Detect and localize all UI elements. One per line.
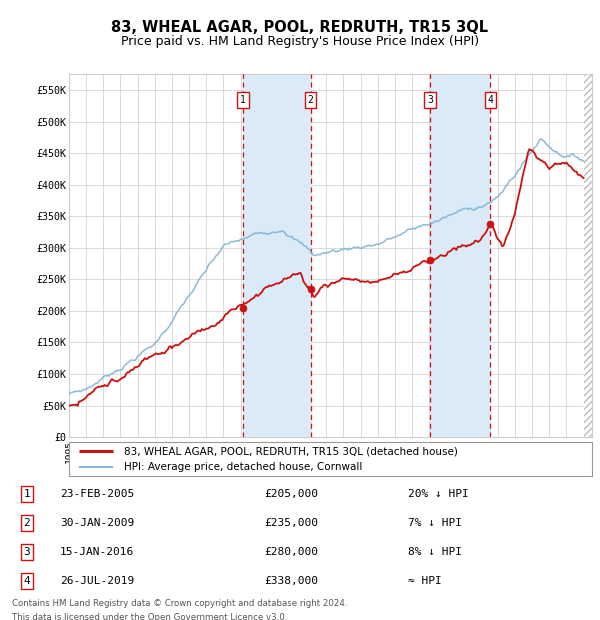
- Text: 4: 4: [23, 576, 31, 587]
- Text: 26-JUL-2019: 26-JUL-2019: [60, 576, 134, 587]
- Text: 1: 1: [240, 95, 246, 105]
- Text: 1: 1: [23, 489, 31, 499]
- Text: £235,000: £235,000: [264, 518, 318, 528]
- Bar: [584, 74, 592, 437]
- Text: 20% ↓ HPI: 20% ↓ HPI: [408, 489, 469, 499]
- Text: Contains HM Land Registry data © Crown copyright and database right 2024.: Contains HM Land Registry data © Crown c…: [12, 599, 347, 608]
- Bar: [243, 74, 311, 437]
- Text: 15-JAN-2016: 15-JAN-2016: [60, 547, 134, 557]
- Text: 4: 4: [488, 95, 493, 105]
- Text: 2: 2: [23, 518, 31, 528]
- Text: 83, WHEAL AGAR, POOL, REDRUTH, TR15 3QL (detached house): 83, WHEAL AGAR, POOL, REDRUTH, TR15 3QL …: [124, 446, 458, 456]
- Text: 30-JAN-2009: 30-JAN-2009: [60, 518, 134, 528]
- Text: HPI: Average price, detached house, Cornwall: HPI: Average price, detached house, Corn…: [124, 462, 362, 472]
- Bar: [430, 74, 490, 437]
- Text: 8% ↓ HPI: 8% ↓ HPI: [408, 547, 462, 557]
- Text: £280,000: £280,000: [264, 547, 318, 557]
- Text: ≈ HPI: ≈ HPI: [408, 576, 442, 587]
- Bar: [584, 74, 592, 437]
- Text: 23-FEB-2005: 23-FEB-2005: [60, 489, 134, 499]
- Text: £338,000: £338,000: [264, 576, 318, 587]
- Text: 3: 3: [427, 95, 433, 105]
- Text: 2: 2: [308, 95, 313, 105]
- Text: 83, WHEAL AGAR, POOL, REDRUTH, TR15 3QL: 83, WHEAL AGAR, POOL, REDRUTH, TR15 3QL: [112, 20, 488, 35]
- Text: This data is licensed under the Open Government Licence v3.0.: This data is licensed under the Open Gov…: [12, 613, 287, 620]
- Text: 7% ↓ HPI: 7% ↓ HPI: [408, 518, 462, 528]
- Text: Price paid vs. HM Land Registry's House Price Index (HPI): Price paid vs. HM Land Registry's House …: [121, 35, 479, 48]
- Text: 3: 3: [23, 547, 31, 557]
- Text: £205,000: £205,000: [264, 489, 318, 499]
